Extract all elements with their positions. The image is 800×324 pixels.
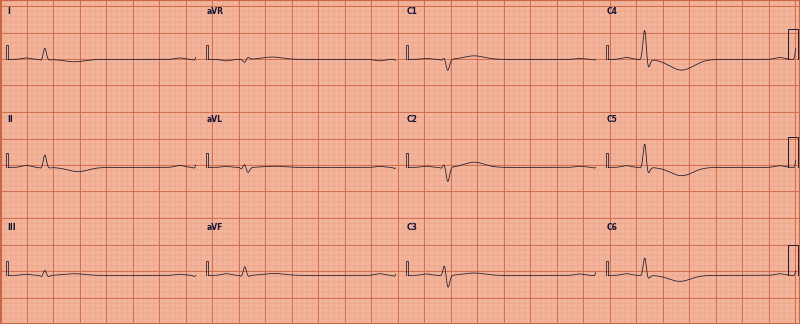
Text: C2: C2 <box>407 115 418 124</box>
Text: C1: C1 <box>407 7 418 16</box>
Text: I: I <box>7 7 10 16</box>
Text: C5: C5 <box>607 115 618 124</box>
Text: C4: C4 <box>607 7 618 16</box>
Text: II: II <box>7 115 13 124</box>
Text: aVF: aVF <box>207 223 223 232</box>
Text: III: III <box>7 223 16 232</box>
Text: aVL: aVL <box>207 115 223 124</box>
Text: C6: C6 <box>607 223 618 232</box>
Text: C3: C3 <box>407 223 418 232</box>
Text: aVR: aVR <box>207 7 224 16</box>
